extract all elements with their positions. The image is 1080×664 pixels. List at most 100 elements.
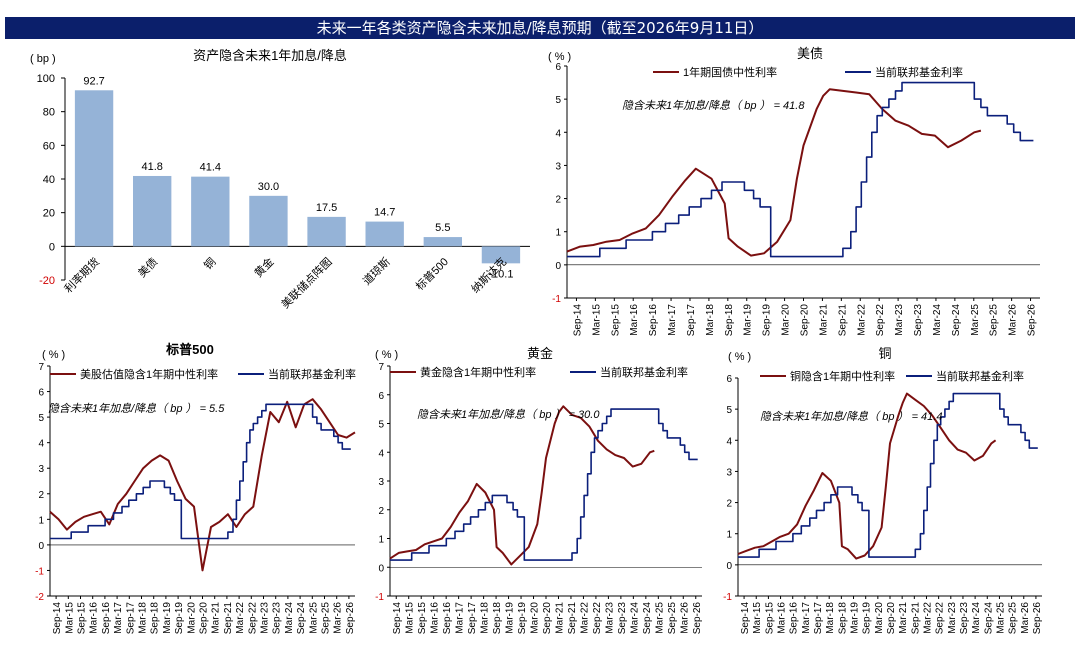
y-axis-unit: ( % ) [42,349,65,361]
x-tick-label: Sep-16 [101,602,112,635]
x-tick-label: Sep-22 [592,602,603,635]
y-tick-label: 4 [726,436,732,447]
data-label: 5.5 [435,222,450,234]
x-tick-label: Sep-17 [467,602,478,635]
x-tick-label: Mar-15 [752,602,763,634]
y-tick-label: 3 [555,161,561,172]
x-tick-label: Sep-20 [800,304,811,337]
x-tick-label: Mar-19 [743,304,754,336]
x-tick-label: Mar-24 [284,602,295,634]
x-tick-label: Sep-26 [1027,304,1038,337]
x-tick-label: Sep-14 [572,304,583,337]
x-tick-label: Mar-25 [654,602,665,634]
annotation: 隐含未来1年加息/降息（ bp ） = 41.8 [622,99,805,112]
x-tick-label: Sep-18 [724,304,735,337]
x-tick-label: Sep-19 [762,304,773,337]
x-tick-label: Sep-18 [150,602,161,635]
x-tick-label: Sep-25 [667,602,678,635]
legend-label: 铜隐含1年期中性利率 [790,369,895,383]
bar [191,176,230,247]
x-tick-label: Mar-16 [89,602,100,634]
y-tick-label: 7 [38,362,44,373]
annotation: 隐含未来1年加息/降息（ bp ） = 30.0 [417,408,600,421]
y-tick-label: 1 [378,535,384,546]
x-tick-label: Mar-23 [894,304,905,336]
x-tick-label: Sep-21 [910,602,921,635]
x-tick-label: Sep-16 [442,602,453,635]
x-tick-label: Sep-15 [764,602,775,635]
chart-title: 美债 [797,46,823,61]
x-tick-label: Sep-26 [1032,602,1043,635]
x-tick-label: Sep-20 [199,602,210,635]
x-tick-label: Sep-15 [417,602,428,635]
chart-title: 铜 [878,346,891,361]
data-label: 17.5 [316,202,337,214]
x-tick-label: Mar-23 [947,602,958,634]
y-tick-label: 1 [555,228,561,239]
x-tick-label: Mar-15 [591,304,602,336]
y-tick-label: 4 [555,128,561,139]
x-tick-label: Mar-16 [777,602,788,634]
x-tick-label: Sep-20 [542,602,553,635]
x-tick-label: Mar-15 [405,602,416,634]
y-tick-label: 2 [38,490,44,501]
bar [249,195,288,247]
y-axis-unit: ( bp ) [30,53,56,65]
x-tick-label: Sep-24 [983,602,994,635]
legend-label: 美股估值隐含1年期中性利率 [80,367,218,381]
y-tick-label: 2 [726,499,732,510]
x-tick-label: Mar-20 [781,304,792,336]
x-tick-label: Sep-22 [875,304,886,337]
y-tick-label: -1 [375,592,384,603]
y-axis-unit: ( % ) [375,349,398,361]
x-tick-label: Mar-21 [554,602,565,634]
x-tick-label: Sep-17 [125,602,136,635]
x-tick-label: Mar-22 [922,602,933,634]
x-tick-label: Mar-17 [801,602,812,634]
y-tick-label: 80 [43,107,55,119]
y-tick-label: 60 [43,140,55,152]
y-tick-label: 40 [43,174,55,186]
x-tick-label: Mar-17 [113,602,124,634]
y-tick-label: 0 [555,261,561,272]
y-tick-label: 0 [726,561,732,572]
x-tick-label: Mar-26 [333,602,344,634]
bar [307,216,346,247]
x-tick-label: Sep-23 [617,602,628,635]
x-tick-label: Sep-26 [345,602,356,635]
x-tick-label: Mar-18 [825,602,836,634]
data-label: 41.4 [200,162,221,174]
y-tick-label: 5 [38,413,44,424]
x-tick-label: Sep-14 [392,602,403,635]
y-tick-label: 3 [726,467,732,478]
y-axis-unit: ( % ) [548,51,571,63]
x-tick-label: 标普500 [412,255,450,293]
y-tick-label: 1 [726,530,732,541]
x-tick-label: Sep-18 [492,602,503,635]
x-tick-label: Mar-23 [604,602,615,634]
y-tick-label: 3 [38,464,44,475]
legend-label: 当前联邦基金利率 [268,367,356,381]
x-tick-label: Mar-26 [1008,304,1019,336]
x-tick-label: Sep-23 [272,602,283,635]
data-label: 92.7 [83,75,104,87]
x-tick-label: Mar-21 [211,602,222,634]
series-line-fed-funds-rate [50,403,351,540]
x-tick-label: Sep-24 [296,602,307,635]
legend-label: 当前联邦基金利率 [936,369,1024,383]
bar [133,175,172,247]
x-tick-label: Mar-22 [235,602,246,634]
legend-label: 当前联邦基金利率 [875,65,963,79]
x-tick-label: Sep-19 [517,602,528,635]
x-tick-label: Mar-21 [818,304,829,336]
y-tick-label: 0 [49,241,55,253]
x-tick-label: Sep-25 [321,602,332,635]
x-tick-label: Sep-18 [837,602,848,635]
x-tick-label: Mar-25 [970,304,981,336]
x-tick-label: Sep-21 [223,602,234,635]
legend-label: 1年期国债中性利率 [683,65,777,79]
bar [481,246,521,264]
y-tick-label: 7 [378,362,384,373]
annotation: 隐含未来1年加息/降息（ bp ） = 5.5 [48,402,225,415]
y-tick-label: -20 [39,275,55,287]
